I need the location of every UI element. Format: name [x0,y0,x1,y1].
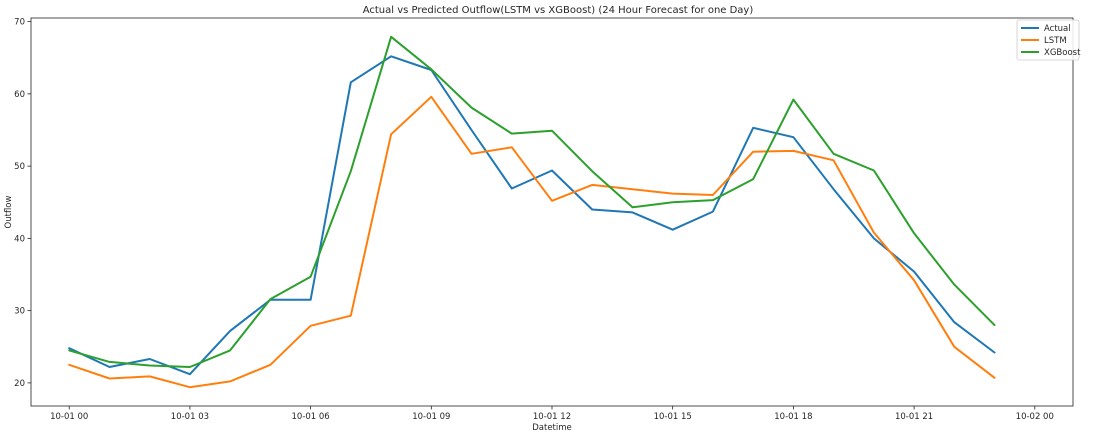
plot-frame [30,17,1074,407]
series-line-lstm [68,95,996,389]
x-tick-label: 10-01 15 [654,412,692,422]
y-tick-label: 50 [14,162,25,172]
y-tick-label: 70 [14,18,25,28]
y-tick-label: 60 [14,90,25,100]
y-axis: 20 30 40 50 60 70 [14,18,31,389]
series-lines [68,35,996,389]
x-tick-label: 10-01 12 [533,412,571,422]
y-tick-label: 30 [14,307,25,317]
y-axis-label: Outflow [4,195,14,228]
legend-label: Actual [1044,24,1071,34]
y-tick-label: 20 [14,379,25,389]
x-tick-label: 10-01 21 [895,412,933,422]
x-tick-label: 10-01 18 [774,412,812,422]
series-line-xgboost [68,35,996,368]
legend-label: LSTM [1044,36,1067,46]
chart-title: Actual vs Predicted Outflow(LSTM vs XGBo… [363,5,754,16]
y-tick-label: 40 [14,234,25,244]
x-axis-label: Datetime [532,423,572,433]
series-line-actual [68,55,996,376]
x-tick-label: 10-02 00 [1016,412,1054,422]
x-tick-label: 10-01 00 [50,412,88,422]
x-tick-label: 10-01 06 [292,412,330,422]
legend-label: XGBoost [1044,48,1081,58]
x-tick-label: 10-01 03 [171,412,209,422]
legend: Actual LSTM XGBoost [1016,19,1081,61]
x-axis: 10-01 00 10-01 03 10-01 06 10-01 09 10-01 12… [50,406,1054,422]
x-tick-label: 10-01 09 [412,412,450,422]
legend-frame [1016,19,1080,61]
